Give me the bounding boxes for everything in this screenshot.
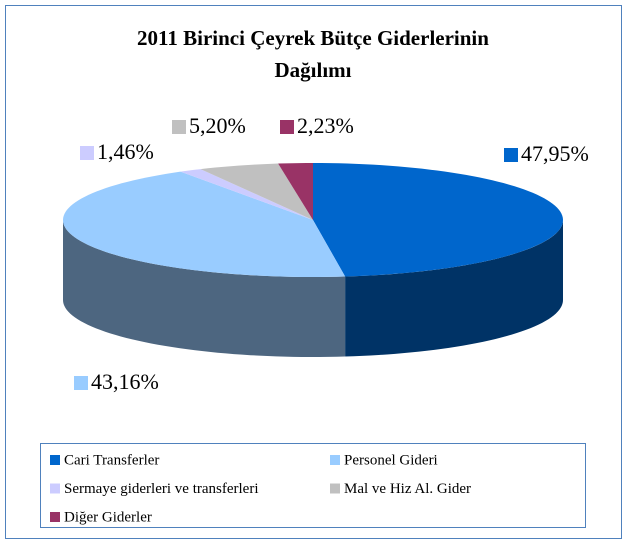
data-label: 47,95%: [521, 141, 589, 166]
pie-slice: [180, 169, 313, 220]
data-label-swatch: [172, 120, 186, 134]
legend-label: Cari Transferler: [64, 452, 159, 468]
data-label: 1,46%: [97, 139, 154, 164]
pie-slice-side: [345, 220, 563, 357]
legend-swatch: [50, 483, 60, 494]
legend-swatch: [50, 455, 60, 465]
chart-title: 2011 Birinci Çeyrek Bütçe Giderlerinin D…: [137, 26, 489, 82]
data-label: 2,23%: [297, 113, 354, 138]
pie-slice: [278, 163, 313, 220]
pie-slice: [63, 171, 346, 277]
legend-label: Sermaye giderleri ve transferleri: [64, 481, 259, 497]
data-label-swatch: [504, 148, 518, 162]
data-label-swatch: [80, 146, 94, 160]
pie-slice: [313, 163, 563, 277]
pie-slice-side: [63, 220, 346, 357]
data-label: 5,20%: [189, 113, 246, 138]
legend-swatch: [330, 483, 340, 494]
legend-label: Diğer Giderler: [64, 509, 152, 525]
legend-box: [40, 443, 586, 528]
data-label-swatch: [74, 376, 88, 390]
legend-label: Mal ve Hiz Al. Gider: [344, 481, 471, 497]
data-label: 43,16%: [91, 369, 159, 394]
legend-swatch: [50, 512, 60, 522]
legend-swatch: [330, 455, 340, 465]
data-label-swatch: [280, 120, 294, 134]
pie-slice: [200, 163, 313, 220]
legend-label: Personel Gideri: [344, 452, 438, 468]
